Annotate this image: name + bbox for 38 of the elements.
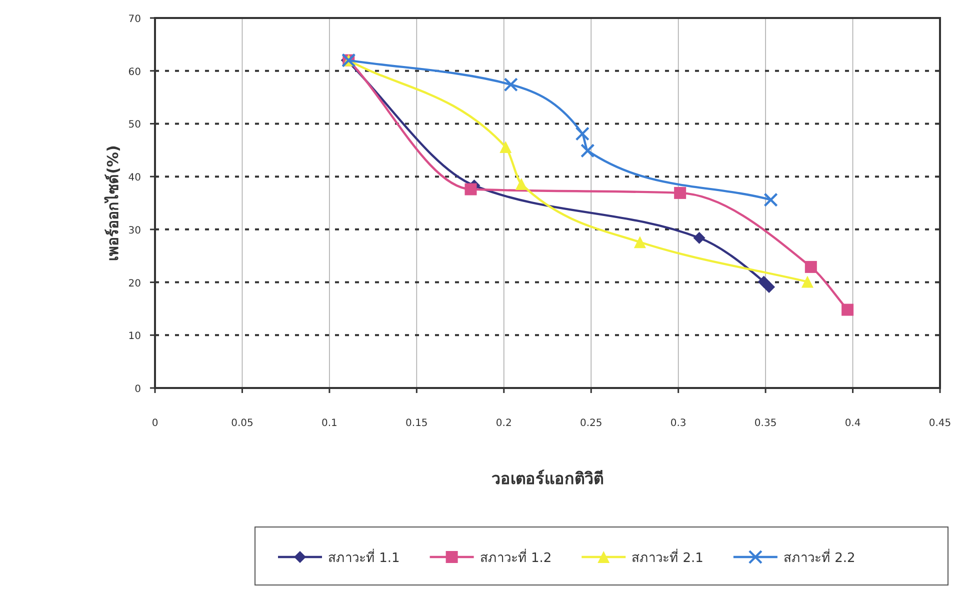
point	[500, 140, 512, 153]
x-tick-label: 0.25	[580, 418, 602, 429]
point	[504, 78, 518, 92]
y-tick-label: 0	[134, 384, 141, 395]
y-tick-label: 40	[128, 172, 141, 184]
x-axis-title: วอเตอร์แอกติวิตี	[492, 469, 604, 488]
x-tick-label: 0.35	[754, 418, 777, 429]
point	[674, 186, 686, 199]
y-tick-label: 60	[128, 66, 141, 78]
point	[764, 192, 778, 207]
point	[634, 236, 646, 248]
x-tick-label: 0.2	[496, 418, 512, 429]
point	[804, 260, 817, 273]
y-tick-label: 70	[128, 14, 141, 25]
x-tick-label: 0.15	[406, 418, 428, 429]
x-tick-label: 0.1	[321, 418, 338, 429]
point	[693, 232, 706, 244]
legend-label: สภาวะที่ 1.2	[480, 549, 552, 566]
point	[842, 304, 854, 316]
x-tick-label: 0.4	[844, 418, 861, 429]
x-tick-label: 0	[152, 418, 158, 429]
legend-label: สภาวะที่ 1.1	[328, 549, 400, 566]
point	[763, 281, 776, 294]
legend-label: สภาวะที่ 2.2	[783, 549, 856, 566]
y-axis-title: เพอร์ออกไซด์(%)	[103, 145, 122, 261]
point	[580, 144, 595, 158]
x-tick-label: 0.45	[928, 418, 952, 429]
legend-label: สภาวะที่ 2.1	[632, 549, 704, 566]
y-tick-label: 20	[128, 278, 141, 290]
point	[801, 276, 814, 288]
point	[464, 183, 477, 196]
point	[575, 126, 590, 141]
x-tick-label: 0.3	[670, 418, 686, 429]
y-tick-label: 50	[128, 120, 141, 131]
point	[515, 178, 528, 190]
y-tick-label: 10	[128, 331, 141, 342]
y-tick-label: 30	[128, 225, 141, 236]
x-tick-label: 0.05	[231, 418, 254, 429]
